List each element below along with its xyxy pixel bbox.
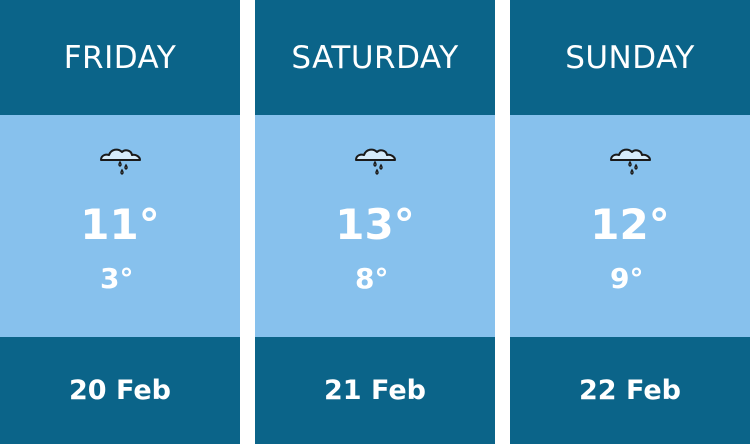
rain-cloud-icon [355, 148, 396, 175]
low-temperature: 9° [610, 262, 644, 295]
day-name: SATURDAY [255, 0, 495, 115]
day-forecast-card: FRIDAY 11° 3° 20 Feb [0, 0, 240, 444]
day-name: SUNDAY [510, 0, 750, 115]
day-forecast-card: SATURDAY 13° 8° 21 Feb [255, 0, 495, 444]
forecast-date: 20 Feb [0, 337, 240, 444]
low-temperature: 8° [355, 262, 389, 295]
forecast-date: 21 Feb [255, 337, 495, 444]
rain-cloud-icon [610, 148, 651, 175]
high-temperature: 12° [590, 200, 670, 249]
high-temperature: 13° [335, 200, 415, 249]
low-temperature: 3° [100, 262, 134, 295]
forecast-date: 22 Feb [510, 337, 750, 444]
rain-cloud-icon [100, 148, 141, 175]
high-temperature: 11° [80, 200, 160, 249]
day-name: FRIDAY [0, 0, 240, 115]
day-forecast-card: SUNDAY 12° 9° 22 Feb [510, 0, 750, 444]
